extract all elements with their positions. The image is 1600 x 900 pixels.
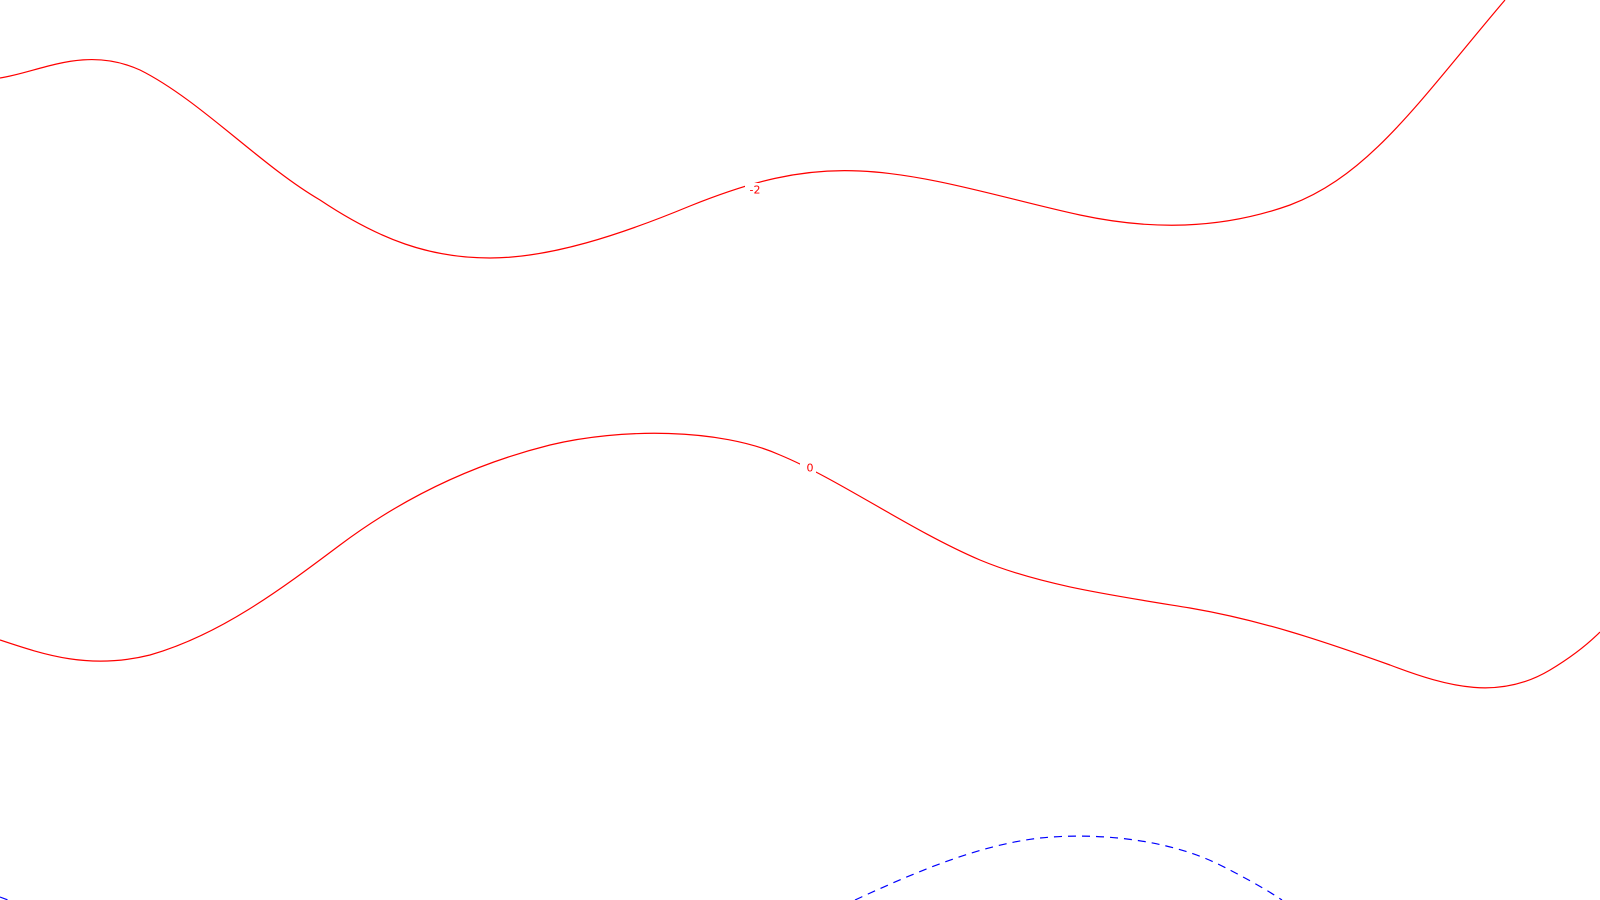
contour-label-minus-2-bg	[745, 183, 765, 197]
contour-line-minus-2	[0, 0, 1506, 259]
contour-line-zero	[0, 432, 1600, 689]
contour-label-zero: 0	[807, 462, 814, 475]
contour-label-zero-group: 0	[800, 461, 816, 475]
contour-label-zero-bg	[800, 461, 816, 475]
contour-label-minus-2: -2	[750, 184, 761, 197]
contour-line-dashed-blue	[854, 835, 1283, 900]
contour-label-minus-2-group: -2	[745, 183, 765, 197]
